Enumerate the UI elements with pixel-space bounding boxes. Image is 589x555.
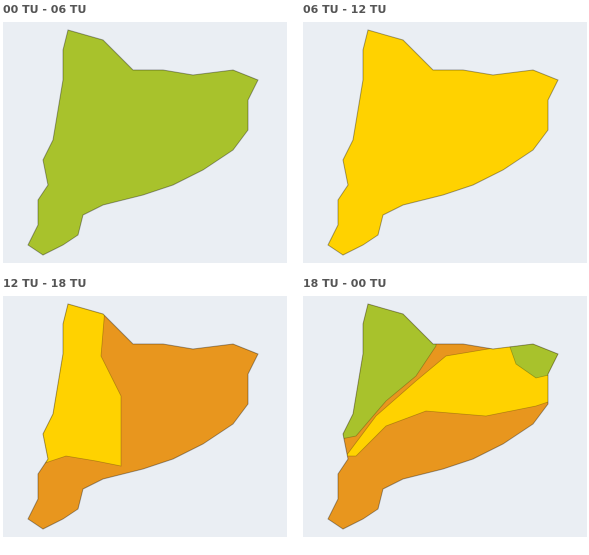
panel-title: 00 TU - 06 TU (3, 3, 86, 16)
panel-title: 18 TU - 00 TU (303, 277, 386, 290)
warning-zone (345, 345, 558, 457)
panel-title: 12 TU - 18 TU (3, 277, 86, 290)
panel-title: 06 TU - 12 TU (303, 3, 386, 16)
